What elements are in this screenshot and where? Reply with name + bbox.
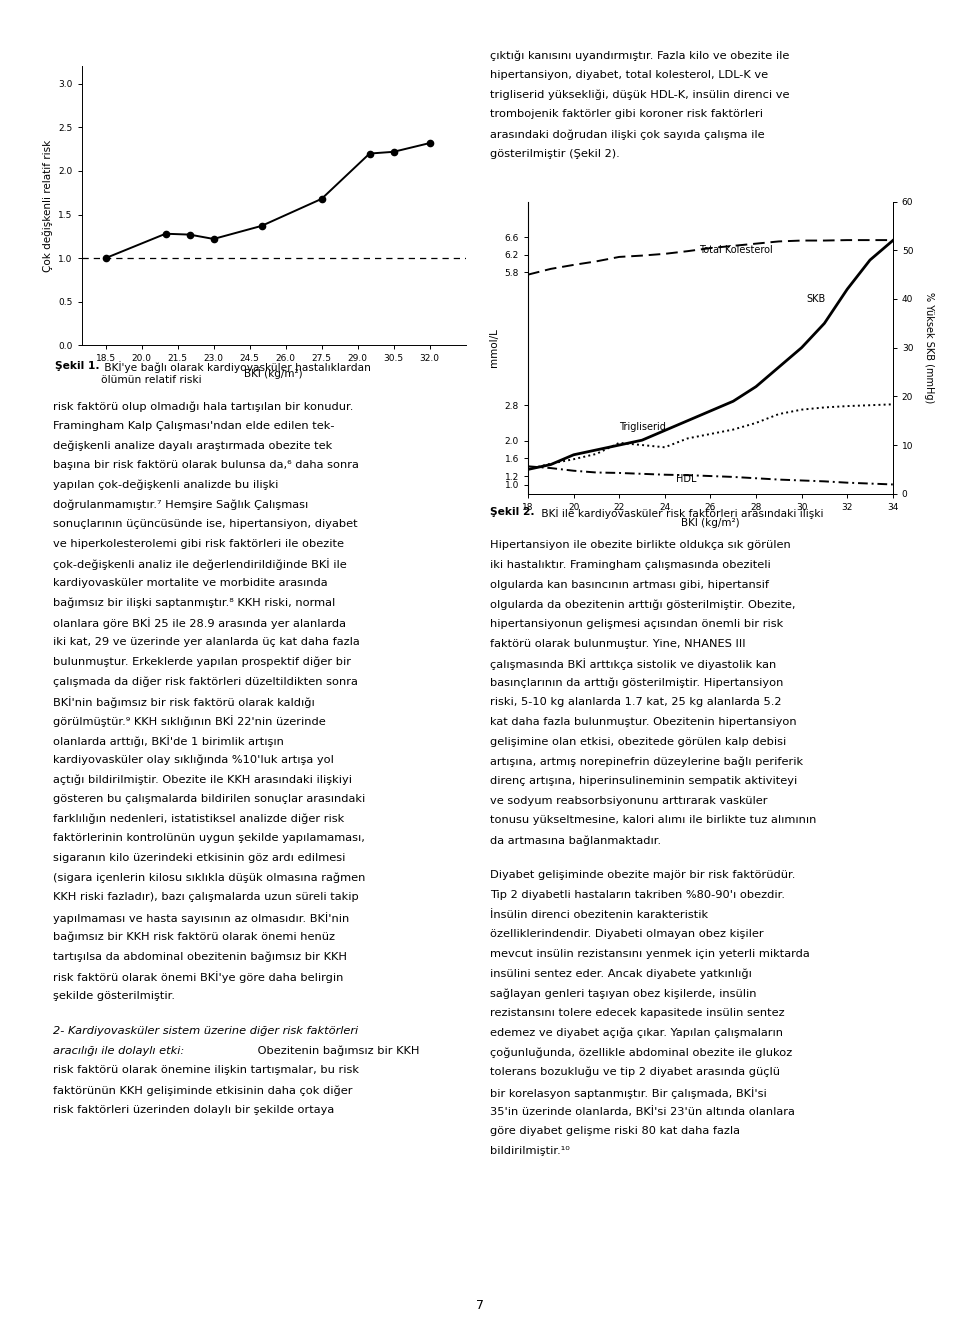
Text: 2- Kardiyovasküler sistem üzerine diğer risk faktörleri: 2- Kardiyovasküler sistem üzerine diğer … — [53, 1027, 358, 1036]
Text: farklılığın nedenleri, istatistiksel analizde diğer risk: farklılığın nedenleri, istatistiksel ana… — [53, 814, 344, 825]
Text: direnç artışına, hiperinsulineminin sempatik aktiviteyi: direnç artışına, hiperinsulineminin semp… — [490, 776, 797, 786]
Text: risk faktörleri üzerinden dolaylı bir şekilde ortaya: risk faktörleri üzerinden dolaylı bir şe… — [53, 1105, 334, 1114]
Y-axis label: mmol/L: mmol/L — [489, 328, 499, 367]
Text: Tip 2 diyabetli hastaların takriben %80-90'ı obezdir.: Tip 2 diyabetli hastaların takriben %80-… — [490, 890, 784, 900]
Text: hipertansiyon, diyabet, total kolesterol, LDL-K ve: hipertansiyon, diyabet, total kolesterol… — [490, 70, 768, 80]
Text: kardiyovasküler mortalite ve morbidite arasında: kardiyovasküler mortalite ve morbidite a… — [53, 578, 327, 588]
Text: HDL: HDL — [676, 474, 697, 485]
Text: çok-değişkenli analiz ile değerlendirildiğinde BKİ ile: çok-değişkenli analiz ile değerlendirild… — [53, 558, 347, 570]
Text: başına bir risk faktörü olarak bulunsa da,⁶ daha sonra: başına bir risk faktörü olarak bulunsa d… — [53, 459, 359, 470]
Text: KKH riski fazladır), bazı çalışmalarda uzun süreli takip: KKH riski fazladır), bazı çalışmalarda u… — [53, 892, 358, 903]
X-axis label: BKİ (kg/m²): BKİ (kg/m²) — [681, 517, 740, 527]
Text: çoğunluğunda, özellikle abdominal obezite ile glukoz: çoğunluğunda, özellikle abdominal obezit… — [490, 1048, 792, 1058]
Text: faktörünün KKH gelişiminde etkisinin daha çok diğer: faktörünün KKH gelişiminde etkisinin dah… — [53, 1085, 352, 1096]
Text: sağlayan genleri taşıyan obez kişilerde, insülin: sağlayan genleri taşıyan obez kişilerde,… — [490, 988, 756, 999]
Text: kat daha fazla bulunmuştur. Obezitenin hipertansiyon: kat daha fazla bulunmuştur. Obezitenin h… — [490, 717, 796, 728]
Text: Şekil 1.: Şekil 1. — [55, 361, 99, 372]
Text: tonusu yükseltmesine, kalori alımı ile birlikte tuz alımının: tonusu yükseltmesine, kalori alımı ile b… — [490, 815, 816, 826]
Text: olanlarda arttığı, BKİ'de 1 birimlik artışın: olanlarda arttığı, BKİ'de 1 birimlik art… — [53, 736, 283, 748]
Text: çıktığı kanısını uyandırmıştır. Fazla kilo ve obezite ile: çıktığı kanısını uyandırmıştır. Fazla ki… — [490, 50, 789, 61]
Text: bildirilmiştir.¹⁰: bildirilmiştir.¹⁰ — [490, 1146, 569, 1155]
Text: 35'in üzerinde olanlarda, BKİ'si 23'ün altında olanlara: 35'in üzerinde olanlarda, BKİ'si 23'ün a… — [490, 1106, 795, 1117]
Text: olgularda da obezitenin arttığı gösterilmiştir. Obezite,: olgularda da obezitenin arttığı gösteril… — [490, 599, 795, 610]
Text: trigliserid yüksekliği, düşük HDL-K, insülin direnci ve: trigliserid yüksekliği, düşük HDL-K, ins… — [490, 90, 789, 101]
Text: ve hiperkolesterolemi gibi risk faktörleri ile obezite: ve hiperkolesterolemi gibi risk faktörle… — [53, 539, 344, 548]
Text: bağımsız bir KKH risk faktörü olarak önemi henüz: bağımsız bir KKH risk faktörü olarak öne… — [53, 932, 335, 943]
Text: gelişimine olan etkisi, obezitede görülen kalp debisi: gelişimine olan etkisi, obezitede görüle… — [490, 737, 786, 746]
Text: insülini sentez eder. Ancak diyabete yatkınlığı: insülini sentez eder. Ancak diyabete yat… — [490, 968, 752, 979]
Text: BKİ'nin bağımsız bir risk faktörü olarak kaldığı: BKİ'nin bağımsız bir risk faktörü olarak… — [53, 696, 315, 708]
Text: arasındaki doğrudan ilişki çok sayıda çalışma ile: arasındaki doğrudan ilişki çok sayıda ça… — [490, 129, 764, 139]
Text: basınçlarının da arttığı gösterilmiştir. Hipertansiyon: basınçlarının da arttığı gösterilmiştir.… — [490, 677, 783, 688]
Text: Total Kolesterol: Total Kolesterol — [699, 246, 773, 255]
Text: gösteren bu çalışmalarda bildirilen sonuçlar arasındaki: gösteren bu çalışmalarda bildirilen sonu… — [53, 794, 365, 805]
Text: çalışmasında BKİ arttıkça sistolik ve diyastolik kan: çalışmasında BKİ arttıkça sistolik ve di… — [490, 659, 776, 671]
Text: İnsülin direnci obezitenin karakteristik: İnsülin direnci obezitenin karakteristik — [490, 910, 708, 920]
Text: görülmüştür.⁹ KKH sıklığının BKİ 22'nin üzerinde: görülmüştür.⁹ KKH sıklığının BKİ 22'nin … — [53, 716, 325, 728]
X-axis label: BKİ (kg/m²): BKİ (kg/m²) — [244, 368, 303, 380]
Text: aracılığı ile dolaylı etki:: aracılığı ile dolaylı etki: — [53, 1045, 184, 1056]
Y-axis label: Çok değişkenli relatif risk: Çok değişkenli relatif risk — [42, 139, 53, 272]
Text: BKİ ile kardiyovasküler risk faktörleri arasındaki ilişki: BKİ ile kardiyovasküler risk faktörleri … — [538, 507, 823, 519]
Text: sonuçlarının üçüncüsünde ise, hipertansiyon, diyabet: sonuçlarının üçüncüsünde ise, hipertansi… — [53, 519, 357, 529]
Text: doğrulanmamıştır.⁷ Hemşire Sağlık Çalışması: doğrulanmamıştır.⁷ Hemşire Sağlık Çalışm… — [53, 499, 308, 510]
Text: göre diyabet gelişme riski 80 kat daha fazla: göre diyabet gelişme riski 80 kat daha f… — [490, 1126, 739, 1135]
Text: özelliklerindendir. Diyabeti olmayan obez kişiler: özelliklerindendir. Diyabeti olmayan obe… — [490, 930, 763, 939]
Y-axis label: % Yüksek SKB (mmHg): % Yüksek SKB (mmHg) — [924, 292, 934, 404]
Text: iki kat, 29 ve üzerinde yer alanlarda üç kat daha fazla: iki kat, 29 ve üzerinde yer alanlarda üç… — [53, 637, 360, 647]
Text: bağımsız bir ilişki saptanmıştır.⁸ KKH riski, normal: bağımsız bir ilişki saptanmıştır.⁸ KKH r… — [53, 598, 335, 608]
Text: edemez ve diyabet açığa çıkar. Yapılan çalışmaların: edemez ve diyabet açığa çıkar. Yapılan ç… — [490, 1028, 782, 1038]
Text: Şekil 2.: Şekil 2. — [490, 507, 534, 517]
Text: (sigara içenlerin kilosu sıklıkla düşük olmasına rağmen: (sigara içenlerin kilosu sıklıkla düşük … — [53, 872, 365, 883]
Text: risk faktörü olup olmadığı hala tartışılan bir konudur.: risk faktörü olup olmadığı hala tartışıl… — [53, 401, 353, 412]
Text: bulunmuştur. Erkeklerde yapılan prospektif diğer bir: bulunmuştur. Erkeklerde yapılan prospekt… — [53, 656, 350, 667]
Text: trombojenik faktörler gibi koroner risk faktörleri: trombojenik faktörler gibi koroner risk … — [490, 109, 762, 120]
Text: açtığı bildirilmiştir. Obezite ile KKH arasındaki ilişkiyi: açtığı bildirilmiştir. Obezite ile KKH a… — [53, 774, 351, 785]
Text: Hipertansiyon ile obezite birlikte oldukça sık görülen: Hipertansiyon ile obezite birlikte olduk… — [490, 540, 790, 550]
Text: Diyabet gelişiminde obezite majör bir risk faktörüdür.: Diyabet gelişiminde obezite majör bir ri… — [490, 870, 795, 880]
Text: sigaranın kilo üzerindeki etkisinin göz ardı edilmesi: sigaranın kilo üzerindeki etkisinin göz … — [53, 853, 346, 863]
Text: kardiyovasküler olay sıklığında %10'luk artışa yol: kardiyovasküler olay sıklığında %10'luk … — [53, 754, 334, 765]
Text: olanlara göre BKİ 25 ile 28.9 arasında yer alanlarda: olanlara göre BKİ 25 ile 28.9 arasında y… — [53, 618, 346, 629]
Text: Framingham Kalp Çalışması'ndan elde edilen tek-: Framingham Kalp Çalışması'ndan elde edil… — [53, 421, 334, 430]
Text: iki hastalıktır. Framingham çalışmasında obeziteli: iki hastalıktır. Framingham çalışmasında… — [490, 560, 770, 570]
Text: Trigliserid: Trigliserid — [619, 422, 666, 433]
Text: risk faktörü olarak önemine ilişkin tartışmalar, bu risk: risk faktörü olarak önemine ilişkin tart… — [53, 1065, 359, 1076]
Text: risk faktörü olarak önemi BKİ'ye göre daha belirgin: risk faktörü olarak önemi BKİ'ye göre da… — [53, 971, 343, 983]
Text: Obezitenin bağımsız bir KKH: Obezitenin bağımsız bir KKH — [254, 1045, 420, 1056]
Text: şekilde gösterilmiştir.: şekilde gösterilmiştir. — [53, 991, 175, 1001]
Text: gösterilmiştir (Şekil 2).: gösterilmiştir (Şekil 2). — [490, 149, 619, 159]
Text: BKİ'ye bağlı olarak kardiyovasküler hastalıklardan
ölümün relatif riski: BKİ'ye bağlı olarak kardiyovasküler hast… — [101, 361, 371, 385]
Text: rezistansını tolere edecek kapasitede insülin sentez: rezistansını tolere edecek kapasitede in… — [490, 1008, 784, 1019]
Text: riski, 5-10 kg alanlarda 1.7 kat, 25 kg alanlarda 5.2: riski, 5-10 kg alanlarda 1.7 kat, 25 kg … — [490, 697, 781, 708]
Text: bir korelasyon saptanmıştır. Bir çalışmada, BKİ'si: bir korelasyon saptanmıştır. Bir çalışma… — [490, 1086, 766, 1098]
Text: da artmasına bağlanmaktadır.: da artmasına bağlanmaktadır. — [490, 835, 660, 846]
Text: faktörlerinin kontrolünün uygun şekilde yapılamaması,: faktörlerinin kontrolünün uygun şekilde … — [53, 834, 365, 843]
Text: faktörü olarak bulunmuştur. Yine, NHANES III: faktörü olarak bulunmuştur. Yine, NHANES… — [490, 639, 745, 648]
Text: ve sodyum reabsorbsiyonunu arttırarak vasküler: ve sodyum reabsorbsiyonunu arttırarak va… — [490, 795, 767, 806]
Text: tartışılsa da abdominal obezitenin bağımsız bir KKH: tartışılsa da abdominal obezitenin bağım… — [53, 951, 347, 961]
Text: hipertansiyonun gelişmesi açısından önemli bir risk: hipertansiyonun gelişmesi açısından önem… — [490, 619, 782, 629]
Text: SKB: SKB — [806, 293, 826, 304]
Text: değişkenli analize dayalı araştırmada obezite tek: değişkenli analize dayalı araştırmada ob… — [53, 441, 332, 452]
Text: tolerans bozukluğu ve tip 2 diyabet arasında güçlü: tolerans bozukluğu ve tip 2 diyabet aras… — [490, 1066, 780, 1077]
Text: mevcut insülin rezistansını yenmek için yeterli miktarda: mevcut insülin rezistansını yenmek için … — [490, 950, 809, 959]
Text: 7: 7 — [476, 1299, 484, 1312]
Text: artışına, artmış norepinefrin düzeylerine bağlı periferik: artışına, artmış norepinefrin düzeylerin… — [490, 757, 803, 768]
Text: yapılmaması ve hasta sayısının az olmasıdır. BKİ'nin: yapılmaması ve hasta sayısının az olması… — [53, 912, 349, 924]
Text: yapılan çok-değişkenli analizde bu ilişki: yapılan çok-değişkenli analizde bu ilişk… — [53, 479, 278, 490]
Text: olgularda kan basıncının artması gibi, hipertansif: olgularda kan basıncının artması gibi, h… — [490, 579, 769, 590]
Text: çalışmada da diğer risk faktörleri düzeltildikten sonra: çalışmada da diğer risk faktörleri düzel… — [53, 676, 358, 687]
